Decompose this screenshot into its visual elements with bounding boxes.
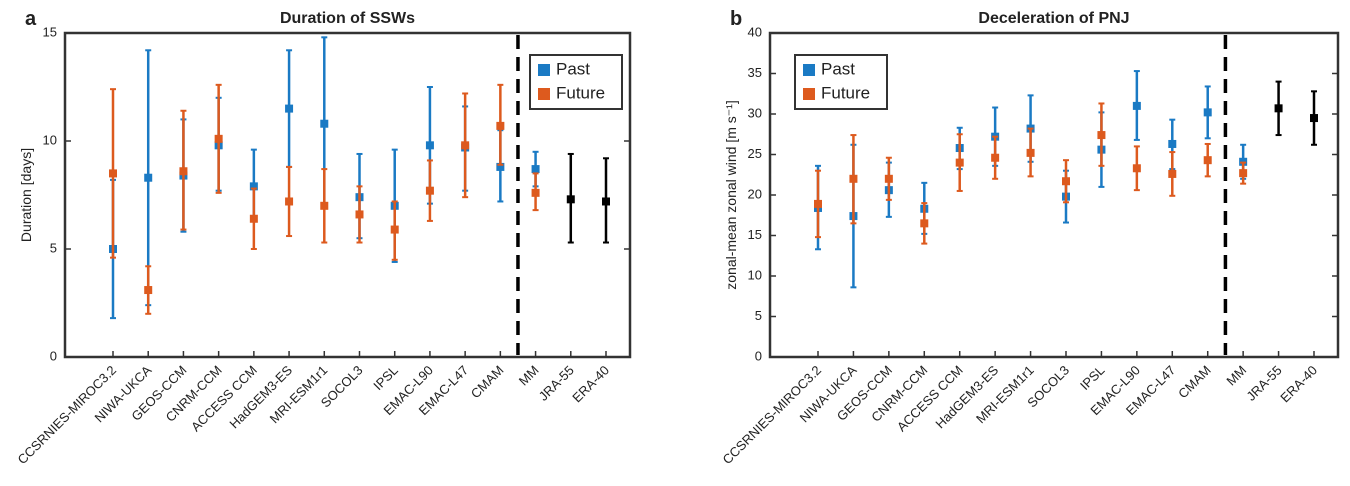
y-tick-label: 15 <box>748 227 762 242</box>
legend-label: Past <box>821 59 855 78</box>
marker <box>1203 108 1212 117</box>
chart-title: Duration of SSWs <box>280 10 415 27</box>
marker <box>566 195 575 204</box>
marker <box>814 199 822 208</box>
marker <box>531 188 540 197</box>
y-tick-label: 0 <box>755 348 762 363</box>
marker <box>531 165 540 174</box>
marker <box>1168 139 1177 148</box>
x-tick-label: CMAM <box>468 363 507 402</box>
marker <box>1203 156 1212 165</box>
marker <box>425 141 434 150</box>
marker <box>144 173 153 182</box>
marker <box>1132 101 1141 110</box>
y-axis-label: zonal-mean zonal wind [m s⁻¹] <box>723 100 739 289</box>
y-tick-label: 10 <box>748 267 762 282</box>
y-tick-label: 5 <box>755 308 762 323</box>
marker <box>320 201 329 210</box>
legend-box <box>794 54 888 110</box>
panel-label: b <box>730 8 742 30</box>
marker <box>849 174 858 183</box>
marker <box>390 225 399 234</box>
marker <box>1310 114 1318 123</box>
marker <box>355 210 364 219</box>
x-tick-label: JRA-55 <box>536 363 577 404</box>
marker <box>1062 177 1070 186</box>
legend-swatch <box>538 88 550 100</box>
marker <box>991 153 1000 162</box>
marker <box>1239 169 1248 178</box>
marker <box>320 119 329 128</box>
marker <box>496 162 505 171</box>
marker <box>884 174 893 183</box>
marker <box>1097 131 1106 140</box>
legend-swatch <box>803 88 815 100</box>
marker <box>955 158 964 167</box>
marker <box>109 169 117 178</box>
y-tick-label: 25 <box>748 146 762 161</box>
y-tick-label: 5 <box>50 240 57 255</box>
panel-label: a <box>25 8 37 30</box>
y-tick-label: 30 <box>748 105 762 120</box>
y-axis-label: Duration [days] <box>18 148 34 242</box>
y-tick-label: 0 <box>50 348 57 363</box>
y-tick-label: 35 <box>748 65 762 80</box>
y-tick-label: 15 <box>43 24 57 39</box>
marker <box>425 186 434 195</box>
legend-label: Future <box>821 83 870 102</box>
marker <box>249 214 258 223</box>
marker <box>920 219 929 228</box>
marker <box>179 167 188 176</box>
legend-swatch <box>803 64 815 76</box>
marker <box>214 134 223 143</box>
x-tick-label: JRA-55 <box>1243 363 1284 404</box>
x-tick-label: MM <box>516 363 542 389</box>
legend-label: Future <box>556 83 605 102</box>
chart-title: Deceleration of PNJ <box>978 10 1129 27</box>
x-tick-label: ERA-40 <box>1277 363 1320 406</box>
marker <box>461 141 470 150</box>
marker <box>1168 169 1177 178</box>
marker <box>249 182 258 191</box>
x-tick-label: MM <box>1223 363 1249 389</box>
marker <box>496 121 505 130</box>
x-tick-label: ERA-40 <box>569 363 612 406</box>
marker <box>1274 104 1283 113</box>
y-tick-label: 40 <box>748 24 762 39</box>
marker <box>1132 164 1141 173</box>
y-tick-label: 10 <box>43 132 57 147</box>
marker <box>285 104 294 113</box>
legend-swatch <box>538 64 550 76</box>
marker <box>1026 148 1035 157</box>
x-tick-label: CMAM <box>1175 363 1214 402</box>
x-tick-label: IPSL <box>370 363 401 394</box>
marker <box>602 197 610 206</box>
y-tick-label: 20 <box>748 186 762 201</box>
legend-label: Past <box>556 59 590 78</box>
x-tick-label: IPSL <box>1077 363 1108 394</box>
marker <box>144 286 153 295</box>
marker <box>285 197 294 206</box>
